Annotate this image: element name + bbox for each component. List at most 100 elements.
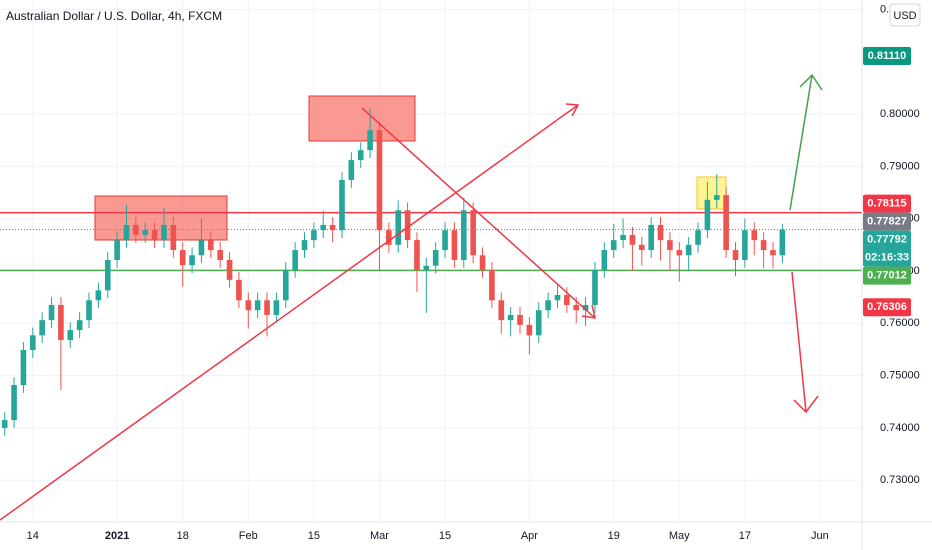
candle-body — [67, 330, 74, 341]
price-label: 0.77792 — [867, 233, 907, 245]
candle-body — [545, 300, 551, 311]
resistance-box — [308, 95, 416, 142]
price-label-box — [863, 230, 911, 267]
arrow-head — [799, 73, 823, 91]
x-tick-label: 17 — [739, 530, 751, 542]
candle-body — [451, 230, 458, 260]
candle-body — [76, 320, 83, 331]
price-label: 0.76306 — [867, 301, 907, 313]
candle-body — [507, 314, 514, 321]
candle-body — [123, 224, 130, 241]
arrow-up — [789, 74, 813, 211]
candle-body — [432, 250, 439, 266]
candle-body — [648, 224, 654, 251]
candle-body — [142, 230, 149, 235]
candle-body — [217, 250, 223, 260]
candle-body — [657, 224, 664, 241]
y-tick-label: 0.79000 — [880, 160, 920, 172]
x-tick-label: 2021 — [105, 530, 129, 542]
candle-body — [20, 349, 27, 386]
candle-body — [367, 130, 373, 151]
resistance-box — [94, 195, 228, 241]
candle-body — [292, 250, 298, 270]
candle-body — [704, 199, 711, 231]
candle-body — [95, 290, 102, 301]
candle-body — [48, 304, 55, 321]
candle-body — [245, 300, 252, 311]
arrow-head — [793, 395, 819, 414]
candle-body — [376, 130, 383, 231]
candle-body — [498, 300, 505, 321]
price-label-box — [863, 266, 911, 285]
x-tick-label: Jun — [811, 530, 829, 542]
candle-body — [517, 314, 523, 325]
drawings — [0, 95, 862, 272]
candle-body — [114, 240, 120, 260]
candle-body — [779, 229, 786, 256]
candle-body — [442, 230, 448, 251]
x-tick-label: May — [669, 530, 690, 542]
y-tick-label: 0.80000 — [880, 108, 920, 120]
candle-body — [414, 240, 420, 270]
price-label: 0.77827 — [867, 215, 907, 227]
candle-body — [592, 269, 598, 305]
price-label: 0.81110 — [868, 50, 907, 62]
candle-body — [423, 265, 430, 270]
candle-body — [526, 324, 533, 336]
candle-body — [601, 250, 608, 270]
y-tick-label: 0.76000 — [880, 317, 920, 329]
candle-body — [554, 295, 561, 301]
price-label: 0.77012 — [867, 269, 907, 281]
candle-body — [479, 255, 486, 270]
candle-body — [1, 420, 8, 428]
chart-title: Australian Dollar / U.S. Dollar, 4h, FXC… — [6, 9, 222, 23]
arrow-down — [791, 271, 807, 413]
arrow-head — [581, 304, 596, 319]
candle-body — [770, 250, 776, 256]
candle-body — [685, 244, 692, 256]
candle-body — [742, 230, 748, 260]
candle-body — [161, 224, 167, 241]
candle-body — [29, 335, 36, 350]
candle-body — [39, 320, 45, 336]
candle-body — [104, 260, 111, 291]
countdown: 02:16:33 — [865, 251, 909, 263]
candle-body — [264, 300, 270, 315]
y-tick-label: 0.75000 — [880, 370, 920, 382]
candle-body — [386, 230, 392, 245]
candle-body — [329, 224, 336, 231]
price-label-box — [863, 194, 911, 213]
candle-body — [676, 250, 683, 256]
price-label-box — [863, 46, 911, 65]
candle-body — [226, 260, 233, 280]
candle-body — [348, 160, 355, 180]
price-label-box — [863, 212, 911, 231]
candle-body — [667, 240, 673, 251]
x-tick-label: 15 — [439, 530, 451, 542]
candle-body — [189, 255, 195, 266]
candle-body — [564, 295, 570, 305]
candle-body — [11, 385, 17, 421]
x-tick-label: Apr — [521, 530, 538, 542]
candles — [1, 108, 786, 436]
candle-body — [573, 304, 580, 311]
currency-button[interactable] — [889, 3, 921, 27]
candle-body — [460, 210, 467, 260]
candle-body — [404, 210, 411, 241]
candle-body — [86, 300, 92, 321]
candle-body — [695, 230, 701, 245]
candle-body — [254, 300, 261, 311]
candle-body — [629, 234, 636, 245]
price-label-box — [863, 298, 911, 317]
candle-body — [760, 240, 767, 251]
trend-line — [0, 104, 579, 521]
grid — [0, 0, 862, 522]
candle-body — [208, 240, 214, 251]
currency[interactable]: USD — [893, 10, 916, 22]
candle-body — [610, 240, 617, 251]
candle-body — [620, 234, 626, 241]
candle-body — [339, 179, 345, 231]
candle-body — [357, 150, 364, 161]
axis: 0.730000.740000.750000.760000.770000.780… — [27, 3, 920, 542]
